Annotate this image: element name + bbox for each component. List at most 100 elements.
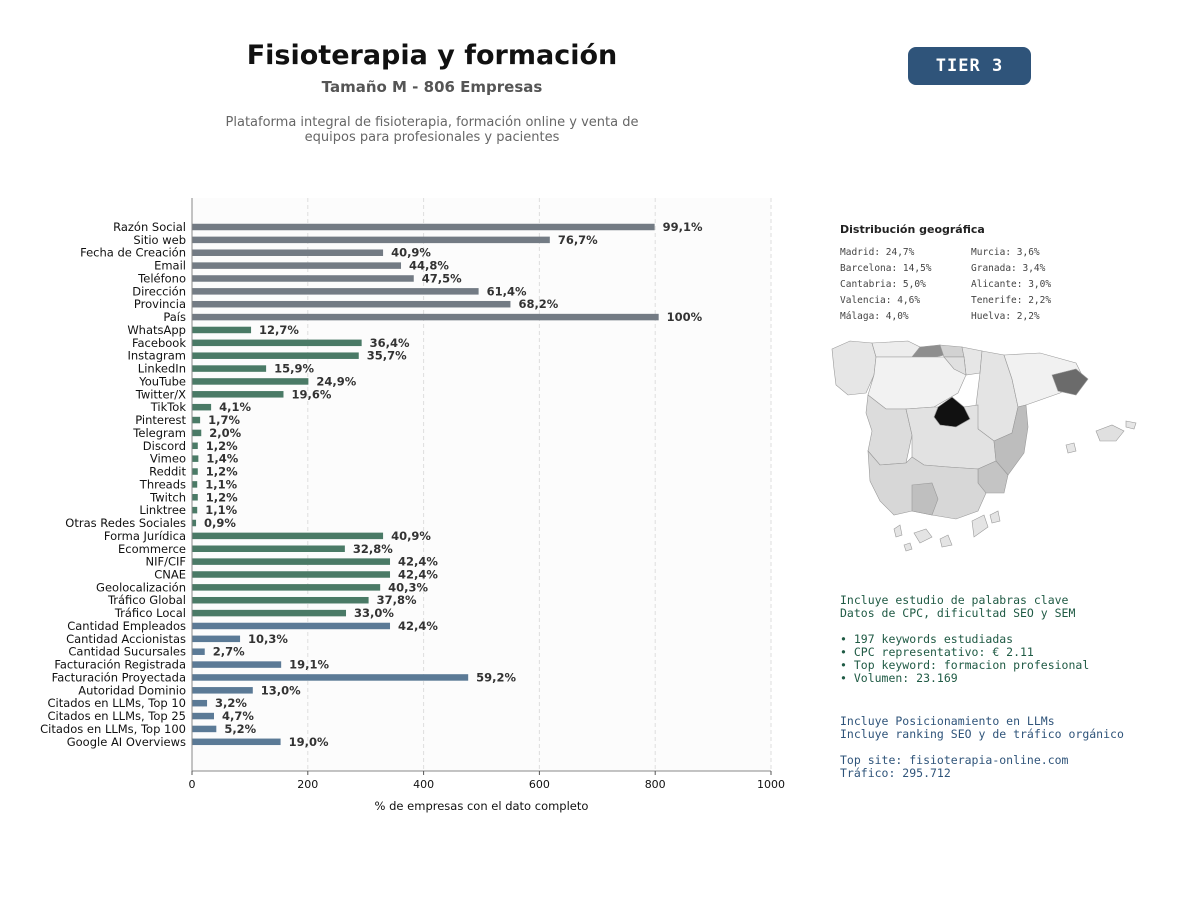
category-label: Teléfono xyxy=(137,271,186,285)
spain-map xyxy=(831,340,1137,552)
x-tick-label: 800 xyxy=(645,778,666,791)
keywords-bullet: • CPC representativo: € 2.11 xyxy=(840,645,1034,659)
category-label: Razón Social xyxy=(113,220,186,234)
keywords-line: Incluye estudio de palabras clave xyxy=(840,593,1069,607)
bar xyxy=(192,725,217,733)
data-label: 1,1% xyxy=(205,503,237,517)
category-label: Cantidad Empleados xyxy=(67,619,186,633)
data-label: 1,2% xyxy=(206,490,238,504)
category-label: Geolocalización xyxy=(96,580,186,594)
category-label: Cantidad Sucursales xyxy=(68,645,186,659)
map-region-castilla-la-mancha xyxy=(905,404,997,470)
category-label: Forma Jurídica xyxy=(104,529,186,543)
map-region-asturias xyxy=(871,340,921,358)
data-label: 1,2% xyxy=(206,439,238,453)
geo-item: Tenerife: 2,2% xyxy=(971,295,1052,306)
category-label: Facturación Registrada xyxy=(54,658,186,672)
data-label: 1,4% xyxy=(206,452,238,466)
data-label: 4,7% xyxy=(222,709,254,723)
category-label: Facebook xyxy=(132,336,186,350)
category-label: Otras Redes Sociales xyxy=(65,516,186,530)
category-label: Citados en LLMs, Top 25 xyxy=(47,709,186,723)
geo-item: Málaga: 4,0% xyxy=(840,311,909,322)
data-label: 2,7% xyxy=(213,645,245,659)
bar-chart: Razón Social 99,1% Sitio web 76,7% Fecha de … xyxy=(40,198,785,813)
top-site: Top site: fisioterapia-online.com xyxy=(840,753,1069,767)
x-tick-label: 600 xyxy=(529,778,550,791)
bar xyxy=(192,442,198,450)
bar xyxy=(192,416,201,424)
map-region-la-rioja xyxy=(943,356,967,376)
bar xyxy=(192,571,391,578)
bar xyxy=(192,519,197,527)
geo-item: Granada: 3,4% xyxy=(971,263,1046,274)
geo-item: Murcia: 3,6% xyxy=(971,247,1040,258)
category-label: Fecha de Creación xyxy=(80,246,186,260)
bar xyxy=(192,545,345,552)
x-axis-title: % de empresas con el dato completo xyxy=(375,799,589,813)
page-description: Plataforma integral de fisioterapia, for… xyxy=(222,115,642,145)
category-label: NIF/CIF xyxy=(145,555,186,569)
map-region-canary-gomera xyxy=(903,542,913,552)
bar xyxy=(192,249,384,256)
bar xyxy=(192,609,347,617)
geo-item: Madrid: 24,7% xyxy=(840,247,915,258)
map-region-canary-gran-canaria xyxy=(939,534,953,548)
bar xyxy=(192,339,362,347)
keywords-bullet: • Top keyword: formacion profesional xyxy=(840,658,1090,672)
data-label: 68,2% xyxy=(518,297,558,311)
data-label: 42,4% xyxy=(398,567,438,581)
data-label: 5,2% xyxy=(224,722,256,736)
category-label: Discord xyxy=(143,439,186,453)
category-label: Instagram xyxy=(127,349,186,363)
map-region-catalonia xyxy=(1003,352,1085,408)
llm-line: Incluye ranking SEO y de tráfico orgánic… xyxy=(840,727,1124,741)
page-subtitle: Tamaño M - 806 Empresas xyxy=(321,78,543,96)
bar xyxy=(192,481,198,488)
bar xyxy=(192,558,391,565)
category-label: Facturación Proyectada xyxy=(52,670,186,684)
data-label: 37,8% xyxy=(377,593,417,607)
category-label: Linktree xyxy=(139,503,186,517)
geo-item: Cantabria: 5,0% xyxy=(840,279,926,290)
bar xyxy=(192,596,369,604)
geo-item: Huelva: 2,2% xyxy=(971,311,1040,322)
data-label: 33,0% xyxy=(354,606,394,620)
category-label: Citados en LLMs, Top 100 xyxy=(40,722,186,736)
category-label: YouTube xyxy=(138,374,186,388)
llm-line: Incluye Posicionamiento en LLMs xyxy=(840,714,1055,728)
bar xyxy=(192,300,511,308)
map-region-galicia xyxy=(831,340,877,396)
data-label: 1,2% xyxy=(206,465,238,479)
description-line: equipos para profesionales y pacientes xyxy=(304,130,560,145)
data-label: 12,7% xyxy=(259,323,299,337)
bar xyxy=(192,699,208,707)
data-label: 100% xyxy=(667,310,703,324)
bar xyxy=(192,648,205,655)
bar xyxy=(192,352,359,359)
map-region-canary-lapalma xyxy=(893,524,903,538)
category-label: Google AI Overviews xyxy=(67,735,186,749)
x-tick-label: 1000 xyxy=(757,778,785,791)
category-label: Telegram xyxy=(132,426,186,440)
data-label: 47,5% xyxy=(422,271,462,285)
category-label: Provincia xyxy=(134,297,186,311)
category-label: Citados en LLMs, Top 10 xyxy=(47,696,186,710)
tier-badge: TIER 3 xyxy=(908,47,1031,85)
bar xyxy=(192,326,252,334)
data-label: 4,1% xyxy=(219,400,251,414)
bar xyxy=(192,635,241,643)
data-label: 19,1% xyxy=(289,658,329,672)
bar xyxy=(192,391,284,398)
bar xyxy=(192,403,212,411)
category-label: Reddit xyxy=(149,465,186,479)
description-line: Plataforma integral de fisioterapia, for… xyxy=(225,115,639,130)
category-label: Autoridad Dominio xyxy=(78,683,186,697)
data-label: 19,0% xyxy=(289,735,329,749)
bar xyxy=(192,378,309,385)
bar xyxy=(192,468,198,475)
data-label: 13,0% xyxy=(261,683,301,697)
category-label: Twitch xyxy=(149,490,186,504)
data-label: 40,9% xyxy=(391,529,431,543)
x-tick-label: 200 xyxy=(297,778,318,791)
